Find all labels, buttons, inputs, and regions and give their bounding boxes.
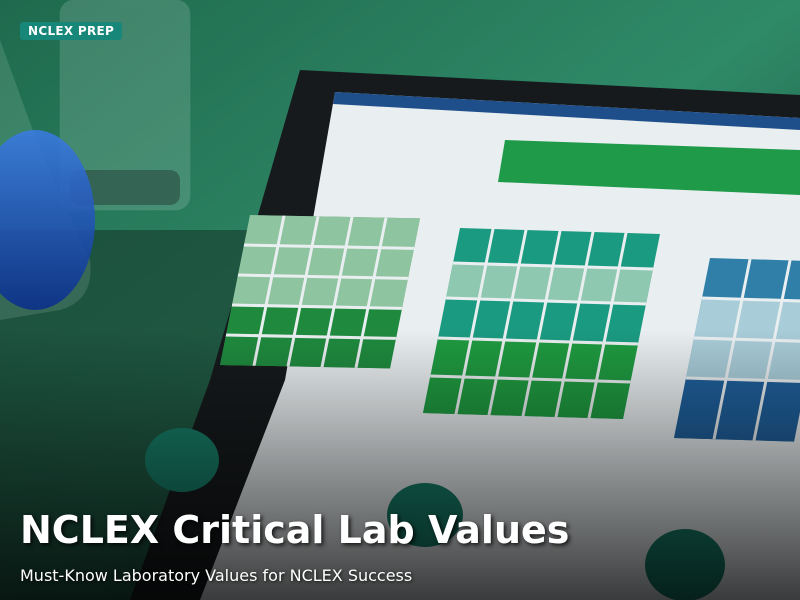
category-badge: NCLEX PREP — [20, 22, 123, 40]
subtitle: Must-Know Laboratory Values for NCLEX Su… — [20, 566, 413, 585]
title: NCLEX Critical Lab Values — [20, 508, 570, 552]
